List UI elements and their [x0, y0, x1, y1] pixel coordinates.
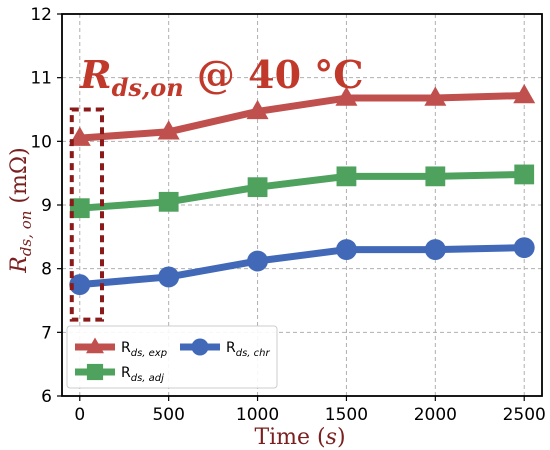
chart-annotation: Rds,on @ 40 °C [79, 52, 364, 102]
data-point-adj [425, 166, 446, 187]
y-tick-label: 9 [41, 196, 52, 216]
legend: Rds, exp Rds, chr Rds, adj [66, 325, 278, 389]
y-tick-label: 10 [30, 132, 52, 152]
y-tick-label: 7 [41, 323, 52, 343]
y-tick-label: 11 [30, 69, 52, 89]
legend-label-adj: Rds, adj [121, 365, 164, 384]
data-point-exp [335, 86, 358, 106]
y-axis-label: Rds, on (mΩ) [7, 147, 35, 273]
y-ticks: 6 7 8 9 10 11 12 [30, 5, 62, 407]
legend-item-chr: Rds, chr [180, 338, 270, 359]
y-tick-label: 6 [41, 387, 52, 407]
data-point-exp [246, 99, 269, 120]
y-tick-label: 12 [30, 5, 52, 25]
series-exp [68, 83, 536, 146]
data-point-adj [514, 164, 535, 185]
data-point-chr [513, 237, 535, 259]
legend-item-exp: Rds, exp [75, 337, 167, 359]
y-tick-label: 8 [41, 260, 52, 280]
x-tick-label: 2500 [503, 405, 546, 425]
series-line-chr [79, 244, 525, 289]
x-tick-label: 0 [74, 405, 85, 425]
x-tick-label: 2000 [414, 405, 457, 425]
x-tick-label: 1500 [325, 405, 368, 425]
series-chr [69, 237, 535, 296]
data-point-exp [68, 126, 91, 146]
data-point-adj [247, 177, 268, 198]
legend-label-chr: Rds, chr [226, 340, 270, 359]
x-tick-label: 500 [152, 405, 184, 425]
data-point-chr [424, 239, 446, 261]
data-point-adj [336, 166, 357, 187]
plot-area [61, 13, 543, 397]
data-point-adj [69, 198, 90, 219]
data-point-exp [424, 86, 447, 106]
data-point-chr [69, 274, 91, 296]
data-point-exp [513, 83, 536, 104]
data-point-chr [247, 250, 269, 272]
series-layer [68, 83, 536, 296]
data-point-exp [157, 120, 180, 140]
legend-marker-chr [191, 338, 209, 356]
x-tick-label: 1000 [236, 405, 279, 425]
series-line-exp [79, 91, 525, 142]
x-axis-label: Time (s) [254, 425, 345, 450]
highlight-box [69, 107, 104, 322]
legend-marker-exp [86, 337, 104, 354]
legend-marker-adj [86, 363, 104, 381]
series-line-adj [79, 170, 525, 212]
data-point-chr [335, 239, 357, 261]
series-adj [69, 164, 535, 219]
legend-label-exp: Rds, exp [121, 340, 167, 359]
legend-item-adj: Rds, adj [75, 363, 164, 384]
data-point-chr [158, 266, 180, 288]
data-point-adj [158, 191, 179, 212]
